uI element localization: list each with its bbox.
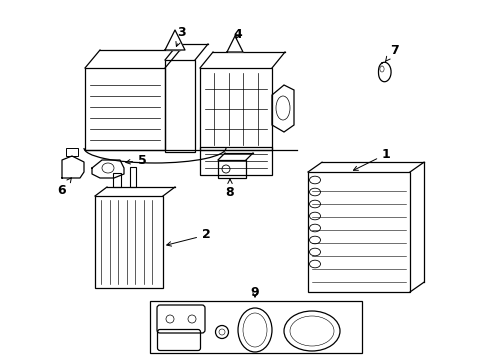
Text: 8: 8 [226,179,234,198]
Bar [218,160,246,178]
Bar [95,196,163,288]
Bar [113,173,121,187]
Bar [66,148,78,156]
Text: 9: 9 [251,285,259,298]
Bar [308,172,410,292]
Text: 4: 4 [234,27,243,40]
Bar [85,68,165,150]
Polygon shape [165,30,185,50]
Bar [165,60,195,152]
Bar [150,301,362,353]
Bar [200,147,272,175]
Bar [130,167,136,187]
Text: 6: 6 [58,178,72,197]
Text: 1: 1 [353,148,391,170]
Text: 5: 5 [126,153,147,166]
Polygon shape [227,36,243,52]
Text: 3: 3 [176,26,186,46]
Bar [200,68,272,150]
Text: 7: 7 [386,44,399,62]
Text: 2: 2 [167,229,211,246]
